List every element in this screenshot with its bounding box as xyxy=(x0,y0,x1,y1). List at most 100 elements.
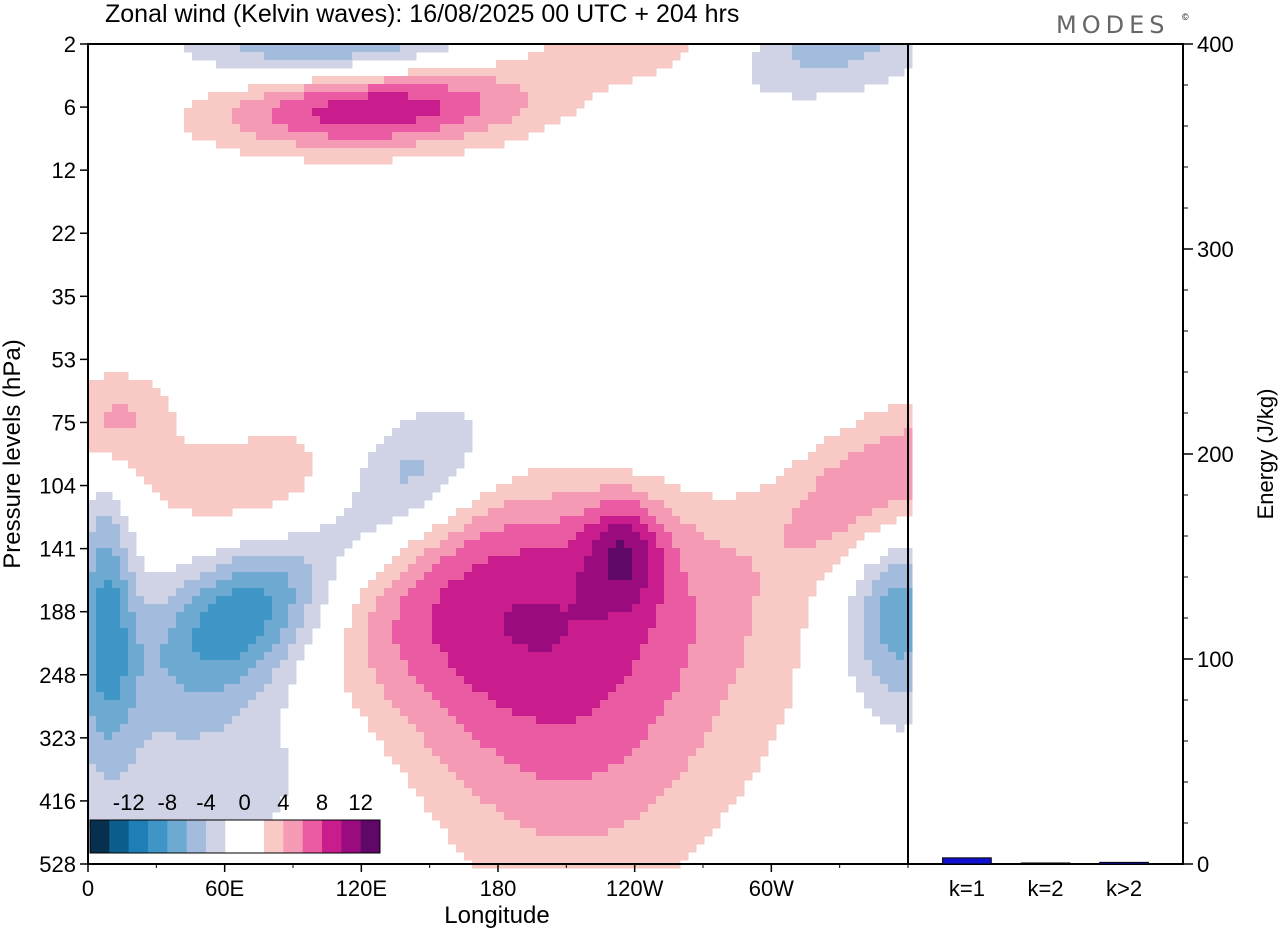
wind-cell xyxy=(288,44,297,53)
wind-cell xyxy=(896,676,905,685)
wind-cell xyxy=(640,596,649,605)
wind-cell xyxy=(112,404,121,413)
wind-cell xyxy=(736,604,745,613)
wind-cell xyxy=(448,620,457,629)
wind-cell xyxy=(672,828,681,837)
wind-cell xyxy=(744,628,753,637)
wind-cell xyxy=(104,508,113,517)
wind-cell xyxy=(280,620,289,629)
wind-cell xyxy=(576,564,585,573)
wind-cell xyxy=(592,740,601,749)
wind-cell xyxy=(712,692,721,701)
wind-cell xyxy=(296,612,305,621)
wind-cell xyxy=(416,612,425,621)
wind-cell xyxy=(504,764,513,773)
wind-cell xyxy=(368,116,377,125)
wind-cell xyxy=(200,804,209,813)
wind-cell xyxy=(432,580,441,589)
wind-cell xyxy=(272,796,281,805)
wind-cell xyxy=(552,540,561,549)
wind-cell xyxy=(104,420,113,429)
wind-cell xyxy=(728,780,737,789)
wind-cell xyxy=(528,476,537,485)
wind-cell xyxy=(616,764,625,773)
wind-cell xyxy=(648,788,657,797)
wind-cell xyxy=(680,524,689,533)
wind-cell xyxy=(488,684,497,693)
wind-cell xyxy=(552,492,561,501)
wind-cell xyxy=(240,572,249,581)
wind-cell xyxy=(496,652,505,661)
wind-cell xyxy=(528,564,537,573)
wind-cell xyxy=(104,804,113,813)
wind-cell xyxy=(544,812,553,821)
wind-cell xyxy=(744,500,753,509)
wind-cell xyxy=(424,644,433,653)
wind-cell xyxy=(208,812,217,821)
wind-cell xyxy=(304,556,313,565)
wind-cell xyxy=(256,604,265,613)
wind-cell xyxy=(632,756,641,765)
wind-cell xyxy=(456,516,465,525)
wind-cell xyxy=(456,780,465,789)
wind-cell xyxy=(400,556,409,565)
wind-cell xyxy=(800,620,809,629)
wind-cell xyxy=(168,420,177,429)
wind-cell xyxy=(680,748,689,757)
wind-cell xyxy=(480,572,489,581)
wind-cell xyxy=(96,572,105,581)
wind-cell xyxy=(192,460,201,469)
wind-cell xyxy=(504,676,513,685)
wind-cell xyxy=(224,804,233,813)
wind-cell xyxy=(296,100,305,109)
wind-cell xyxy=(224,500,233,509)
wind-cell xyxy=(776,572,785,581)
wind-cell xyxy=(624,508,633,517)
wind-cell xyxy=(544,500,553,509)
wind-cell xyxy=(432,420,441,429)
wind-cell xyxy=(736,508,745,517)
wind-cell xyxy=(376,108,385,117)
wind-cell xyxy=(528,676,537,685)
wind-cell xyxy=(472,620,481,629)
wind-cell xyxy=(864,524,873,533)
wind-cell xyxy=(224,772,233,781)
colorbar-swatch xyxy=(341,820,362,853)
wind-cell xyxy=(120,428,129,437)
wind-cell xyxy=(848,436,857,445)
wind-cell xyxy=(736,732,745,741)
wind-cell xyxy=(160,764,169,773)
wind-cell xyxy=(560,524,569,533)
wind-cell xyxy=(608,580,617,589)
wind-cell xyxy=(216,60,225,69)
wind-cell xyxy=(672,788,681,797)
wind-cell xyxy=(408,708,417,717)
wind-cell xyxy=(280,748,289,757)
wind-cell xyxy=(360,612,369,621)
wind-cell xyxy=(592,844,601,853)
wind-cell xyxy=(568,524,577,533)
wind-cell xyxy=(216,620,225,629)
wind-cell xyxy=(240,676,249,685)
wind-cell xyxy=(576,668,585,677)
wind-cell xyxy=(256,668,265,677)
wind-cell xyxy=(592,76,601,85)
wind-cell xyxy=(552,788,561,797)
wind-cell xyxy=(496,116,505,125)
wind-cell xyxy=(312,108,321,117)
wind-cell xyxy=(472,668,481,677)
wind-cell xyxy=(576,844,585,853)
wind-cell xyxy=(792,524,801,533)
wind-cell xyxy=(712,732,721,741)
wind-cell xyxy=(592,604,601,613)
wind-cell xyxy=(288,556,297,565)
wind-cell xyxy=(312,556,321,565)
wind-cell xyxy=(256,556,265,565)
wind-cell xyxy=(744,572,753,581)
wind-cell xyxy=(560,644,569,653)
wind-cell xyxy=(640,708,649,717)
wind-cell xyxy=(344,108,353,117)
wind-cell xyxy=(624,716,633,725)
wind-cell xyxy=(624,756,633,765)
wind-cell xyxy=(448,740,457,749)
